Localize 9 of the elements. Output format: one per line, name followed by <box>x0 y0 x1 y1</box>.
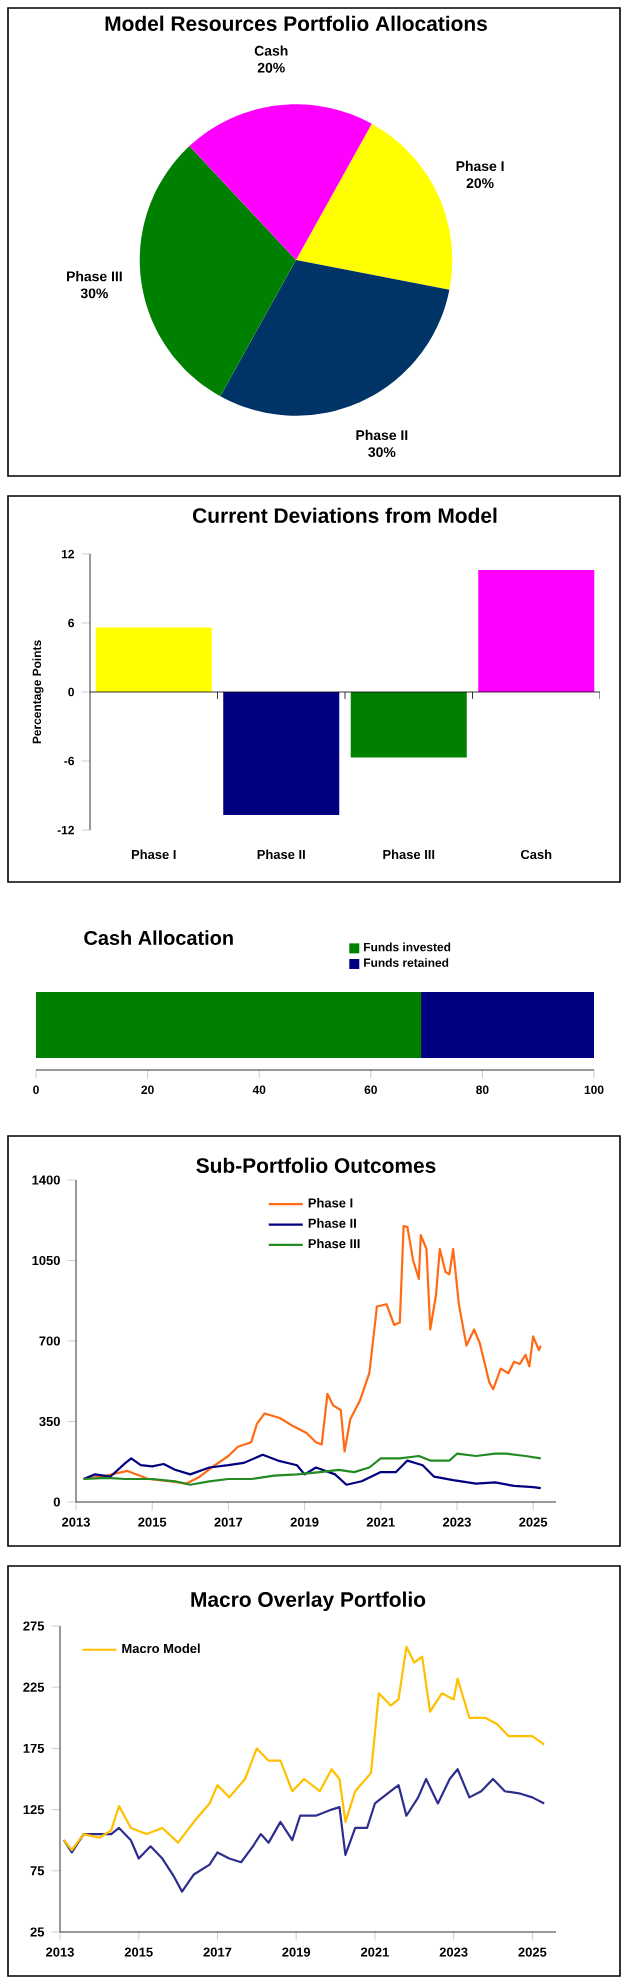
bar <box>95 627 212 692</box>
bar <box>350 691 467 758</box>
bar <box>478 570 595 692</box>
bar <box>223 691 340 816</box>
chart-title: Macro Overlay Portfolio <box>191 1591 426 1611</box>
chart-title: Cash Allocation <box>84 930 233 945</box>
chart-title: Current Deviations from Model <box>192 507 497 523</box>
chart-title: Model Resources Portfolio Allocations <box>105 15 487 31</box>
chart-title: Sub-Portfolio Outcomes <box>196 1157 436 1174</box>
